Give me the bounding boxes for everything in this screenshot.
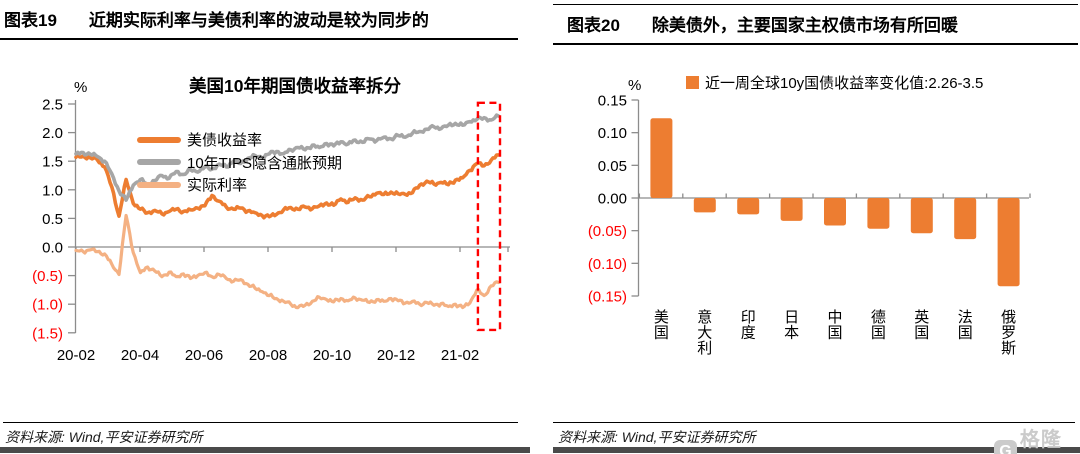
y-tick-label: 1.5 bbox=[42, 154, 63, 171]
y-tick-label: 0.5 bbox=[42, 211, 63, 228]
y-tick-label: (0.10) bbox=[588, 256, 627, 273]
source-note: 资料来源: Wind,平安证券研究所 bbox=[558, 429, 756, 445]
gelonghui-logo-text: 格隆汇 bbox=[1019, 429, 1062, 451]
data-line-0 bbox=[74, 153, 501, 220]
bar-chart-svg: 0.15 0.10 0.05 0.00 (0.05) (0.10) (0.15) 美国 意大利 印… bbox=[588, 93, 1031, 357]
category-label: 中国 bbox=[827, 309, 842, 342]
category-label: 俄罗斯 bbox=[1001, 309, 1016, 357]
x-tick-label: 20-08 bbox=[249, 347, 287, 364]
chart-title: 美国10年期国债收益率拆分 bbox=[189, 76, 401, 96]
figure-title: 除美债外，主要国家主权债市场有所回暖 bbox=[651, 16, 958, 35]
figure-20-header: 图表20 除美债外，主要国家主权债市场有所回暖 bbox=[553, 4, 1078, 45]
x-tick-label: 20-02 bbox=[57, 347, 95, 364]
x-tick-label: 20-04 bbox=[121, 347, 159, 364]
y-tick-label: (1.0) bbox=[32, 297, 63, 314]
legend-line-swatch bbox=[137, 136, 181, 143]
y-tick-label: 1.0 bbox=[42, 182, 63, 199]
legend-square-swatch bbox=[686, 76, 699, 89]
bar-美国 bbox=[650, 118, 673, 198]
bar-中国 bbox=[824, 198, 846, 226]
source-note: 资料来源: Wind,平安证券研究所 bbox=[5, 429, 203, 445]
bar-印度 bbox=[737, 198, 760, 215]
line-chart-svg: 2.5 2.0 1.5 1.0 0.5 0.0 (0.5) (1.0) (1.5) 20-02 20… bbox=[32, 97, 510, 364]
legend-label: 实际利率 bbox=[187, 177, 248, 194]
y-axis-unit-label: % bbox=[74, 79, 88, 96]
y-tick-label: 2.0 bbox=[42, 125, 63, 142]
x-tick-label: 20-06 bbox=[185, 347, 223, 364]
legend-line-swatch bbox=[137, 159, 181, 165]
y-tick-label: (0.15) bbox=[588, 289, 627, 306]
category-label: 美国 bbox=[654, 309, 669, 342]
figure-20-panel: 0.15 0.10 0.05 0.00 (0.05) (0.10) (0.15) 美国 意大利 印… bbox=[540, 0, 1080, 454]
y-tick-label: (0.05) bbox=[588, 223, 627, 240]
figure-19-panel: 2.5 2.0 1.5 1.0 0.5 0.0 (0.5) (1.0) (1.5) 20-02 20… bbox=[0, 0, 530, 453]
bar-英国 bbox=[910, 198, 933, 234]
bar-chart-legend: 近一周全球10y国债收益率变化值:2.26-3.5 bbox=[686, 72, 983, 93]
legend-item: 实际利率 bbox=[137, 174, 247, 195]
y-tick-label: 0.15 bbox=[598, 93, 627, 110]
category-label: 意大利 bbox=[697, 308, 712, 357]
y-tick-label: 2.5 bbox=[42, 97, 63, 114]
category-label: 法国 bbox=[958, 309, 973, 342]
category-label: 德国 bbox=[871, 308, 886, 342]
bar-日本 bbox=[780, 198, 803, 221]
y-tick-label: (1.5) bbox=[32, 325, 63, 342]
gelonghui-logo-icon: G bbox=[994, 440, 1017, 454]
category-label: 英国 bbox=[914, 308, 929, 342]
legend-item: 美债收益率 bbox=[137, 129, 262, 150]
legend-label: 美债收益率 bbox=[187, 132, 263, 149]
x-tick-label: 21-02 bbox=[441, 347, 479, 364]
y-tick-label: 0.00 bbox=[598, 191, 627, 208]
bar-德国 bbox=[867, 198, 890, 229]
x-tick-label: 20-12 bbox=[377, 347, 415, 364]
figure-19-header: 图表19 近期实际利率与美债利率的波动是较为同步的 bbox=[0, 0, 518, 40]
legend-label: 近一周全球10y国债收益率变化值:2.26-3.5 bbox=[705, 75, 984, 92]
category-label: 印度 bbox=[741, 309, 756, 342]
bar-意大利 bbox=[693, 198, 716, 213]
figure-number: 图表19 bbox=[4, 11, 57, 30]
watermark-logo: G 格隆汇 bbox=[994, 423, 1080, 454]
y-tick-label: (0.5) bbox=[32, 268, 63, 285]
y-tick-label: 0.10 bbox=[598, 125, 627, 142]
source-divider bbox=[553, 422, 1075, 423]
bar-俄罗斯 bbox=[997, 198, 1020, 287]
figure-title: 近期实际利率与美债利率的波动是较为同步的 bbox=[88, 11, 429, 30]
category-label: 日本 bbox=[784, 309, 799, 342]
highlight-box bbox=[476, 101, 502, 332]
bar-法国 bbox=[954, 198, 977, 240]
legend-item: 10年TIPS隐含通胀预期 bbox=[137, 152, 342, 173]
legend-line-swatch bbox=[137, 181, 181, 188]
y-tick-label: 0.05 bbox=[598, 158, 627, 175]
y-axis-unit-label: % bbox=[628, 77, 642, 94]
x-tick-label: 20-10 bbox=[313, 347, 351, 364]
bottom-bar bbox=[0, 447, 530, 453]
source-divider bbox=[3, 422, 518, 423]
legend-label: 10年TIPS隐含通胀预期 bbox=[187, 154, 343, 172]
data-line-2 bbox=[74, 213, 500, 310]
y-tick-label: 0.0 bbox=[42, 240, 63, 257]
bottom-bar bbox=[553, 447, 1080, 453]
figure-number: 图表20 bbox=[567, 16, 620, 35]
